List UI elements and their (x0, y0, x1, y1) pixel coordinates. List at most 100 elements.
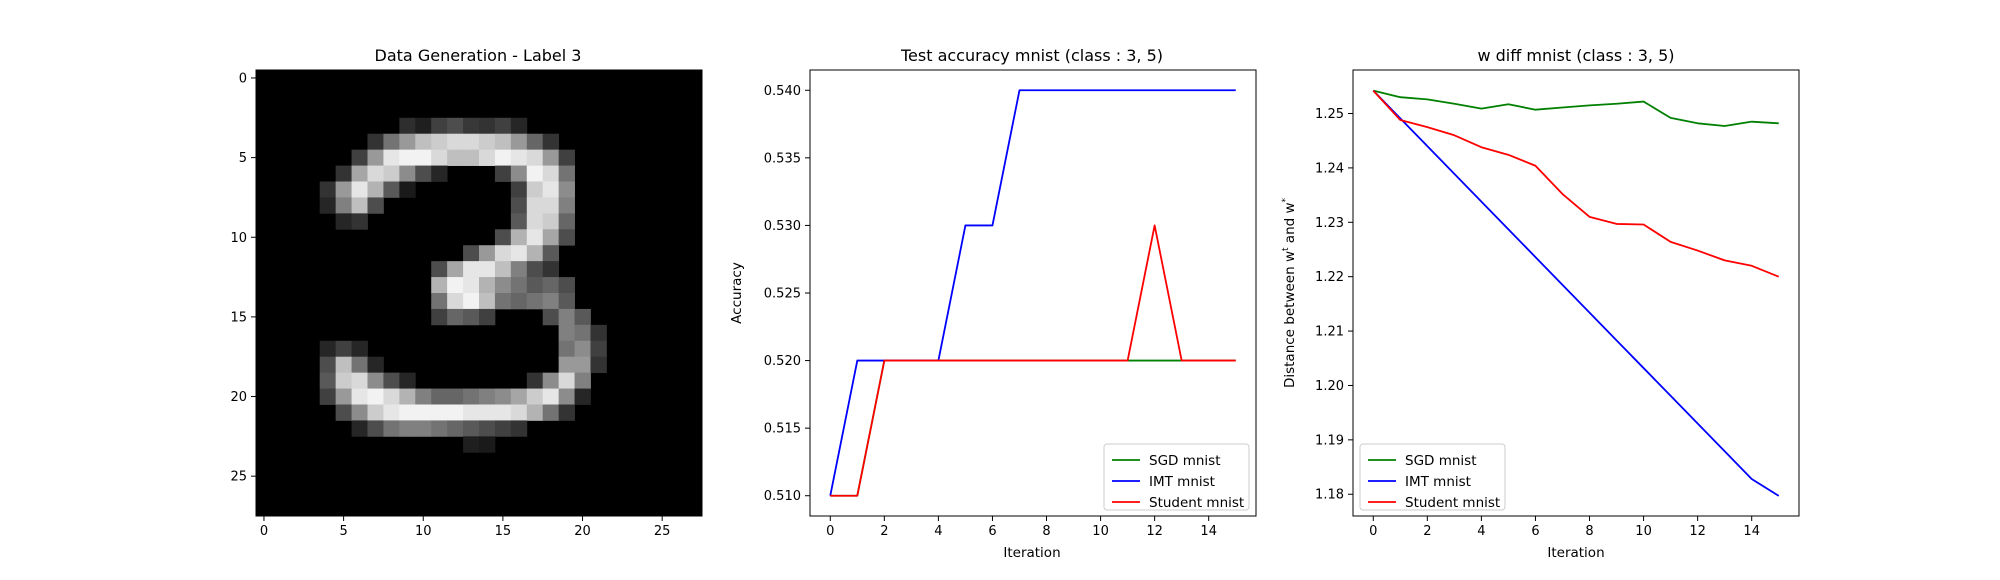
pixel-r4-c7 (367, 133, 384, 151)
pixel-r17-c6 (351, 340, 368, 358)
pixel-r5-c18 (542, 149, 560, 166)
pixel-r10-c15 (494, 229, 512, 246)
pixel-r20-c9 (399, 388, 416, 405)
pixel-r3-c11 (431, 117, 448, 135)
pixel-r19-c19 (558, 372, 575, 389)
accuracy-ticks: 0 2 4 6 8 10 12 14 0.510 0.515 0.520 0.525 0.530 0.53… (764, 84, 1217, 539)
pixel-r7-c16 (510, 181, 528, 198)
pixel-r14-c15 (494, 293, 512, 310)
pixel-r21-c14 (479, 404, 496, 421)
wdiff-ylabel-part-2: and w (1282, 202, 1298, 247)
wdiff-xtick-label: 12 (1689, 524, 1706, 539)
pixel-r13-c13 (463, 277, 480, 294)
pixel-r13-c14 (479, 277, 496, 294)
pixel-r4-c9 (399, 133, 416, 151)
pixel-r5-c8 (383, 149, 400, 166)
wdiff-legend-label-1: IMT mnist (1405, 474, 1471, 490)
pixel-r8-c6 (351, 197, 368, 214)
pixel-r14-c12 (447, 293, 464, 310)
pixel-r21-c13 (463, 404, 480, 421)
pixel-r18-c5 (335, 356, 352, 374)
wdiff-xlabel: Iteration (1547, 545, 1604, 561)
pixel-r18-c20 (574, 356, 591, 374)
wdiff-xtick-label: 0 (1369, 524, 1377, 539)
pixel-r19-c20 (574, 372, 591, 389)
pixel-r4-c13 (463, 133, 480, 151)
pixel-r21-c7 (367, 404, 384, 421)
pixel-r8-c17 (526, 197, 544, 214)
pixel-r4-c12 (447, 133, 464, 151)
pixel-r5-c10 (415, 149, 432, 166)
pixel-r20-c20 (574, 388, 591, 405)
pixel-r9-c6 (351, 213, 368, 230)
pixel-r7-c19 (558, 181, 575, 198)
pixel-r5-c14 (479, 149, 496, 166)
pixel-r11-c14 (479, 245, 496, 262)
accuracy-ytick-label: 0.510 (764, 489, 801, 504)
pixel-r20-c5 (335, 388, 352, 405)
pixel-r20-c15 (494, 388, 512, 405)
pixel-r5-c15 (494, 149, 512, 166)
pixel-r20-c11 (431, 388, 448, 405)
wdiff-ytick-label: 1.22 (1315, 270, 1344, 285)
accuracy-ytick-label: 0.535 (764, 151, 801, 166)
image-xtick-label: 25 (654, 524, 671, 539)
pixel-r5-c13 (463, 149, 480, 166)
pixel-r16-c21 (590, 324, 607, 342)
pixel-r7-c8 (383, 181, 400, 198)
pixel-r20-c18 (542, 388, 560, 405)
pixel-r7-c9 (399, 181, 416, 198)
pixel-r5-c9 (399, 149, 416, 166)
pixel-r13-c11 (431, 277, 448, 294)
pixel-r21-c5 (335, 404, 352, 421)
pixel-r20-c7 (367, 388, 384, 405)
pixel-r16-c19 (558, 324, 575, 342)
accuracy-legend-label-2: Student mnist (1149, 495, 1244, 511)
pixel-r21-c17 (526, 404, 544, 421)
pixel-r7-c5 (335, 181, 352, 198)
accuracy-series-imt-mnist-line (829, 89, 1236, 496)
wdiff-xtick-label: 2 (1423, 524, 1431, 539)
pixel-r11-c16 (510, 245, 528, 262)
pixel-r19-c9 (399, 372, 416, 389)
pixel-r17-c19 (558, 340, 575, 358)
image-panel: Data Generation - Label 3 0 5 10 15 20 25 0 5 10… (230, 46, 703, 539)
pixel-r21-c19 (558, 404, 575, 421)
pixel-r5-c11 (431, 149, 448, 166)
wdiff-xtick-label: 4 (1477, 524, 1485, 539)
pixel-r18-c7 (367, 356, 384, 374)
wdiff-ytick-label: 1.24 (1315, 161, 1344, 176)
accuracy-ytick-label: 0.525 (764, 287, 801, 302)
pixel-r13-c19 (558, 277, 575, 294)
pixel-r9-c5 (335, 213, 352, 230)
pixel-r6-c17 (526, 165, 544, 182)
pixel-r14-c18 (542, 293, 560, 310)
wdiff-frame (1352, 69, 1800, 517)
accuracy-ytick-label: 0.540 (764, 84, 801, 99)
pixel-r20-c19 (558, 388, 575, 405)
wdiff-ticks: 0 2 4 6 8 10 12 14 1.18 1.19 1.20 1.21 1.22 1.23 1.24 1… (1315, 107, 1760, 539)
pixel-r8-c7 (367, 197, 384, 214)
pixel-r3-c16 (510, 117, 528, 135)
wdiff-ytick-label: 1.23 (1315, 216, 1344, 231)
pixel-r17-c21 (590, 340, 607, 358)
wdiff-ytick-label: 1.18 (1315, 488, 1344, 503)
pixel-r22-c6 (351, 420, 368, 437)
pixel-r14-c14 (479, 293, 496, 310)
pixel-r4-c15 (494, 133, 512, 151)
pixel-r21-c11 (431, 404, 448, 421)
pixel-r3-c15 (494, 117, 512, 135)
pixel-r19-c5 (335, 372, 352, 389)
pixel-r6-c10 (415, 165, 432, 182)
wdiff-ylabel-sup-star: * (1281, 197, 1291, 202)
pixel-r13-c18 (542, 277, 560, 294)
pixel-r13-c15 (494, 277, 512, 294)
pixel-r22-c12 (447, 420, 464, 437)
accuracy-legend: SGD mnist IMT mnist Student mnist (1103, 443, 1250, 511)
pixel-r19-c7 (367, 372, 384, 389)
pixel-r12-c17 (526, 261, 544, 278)
pixel-r8-c18 (542, 197, 560, 214)
wdiff-xtick-label: 6 (1531, 524, 1539, 539)
pixel-r22-c16 (510, 420, 528, 437)
